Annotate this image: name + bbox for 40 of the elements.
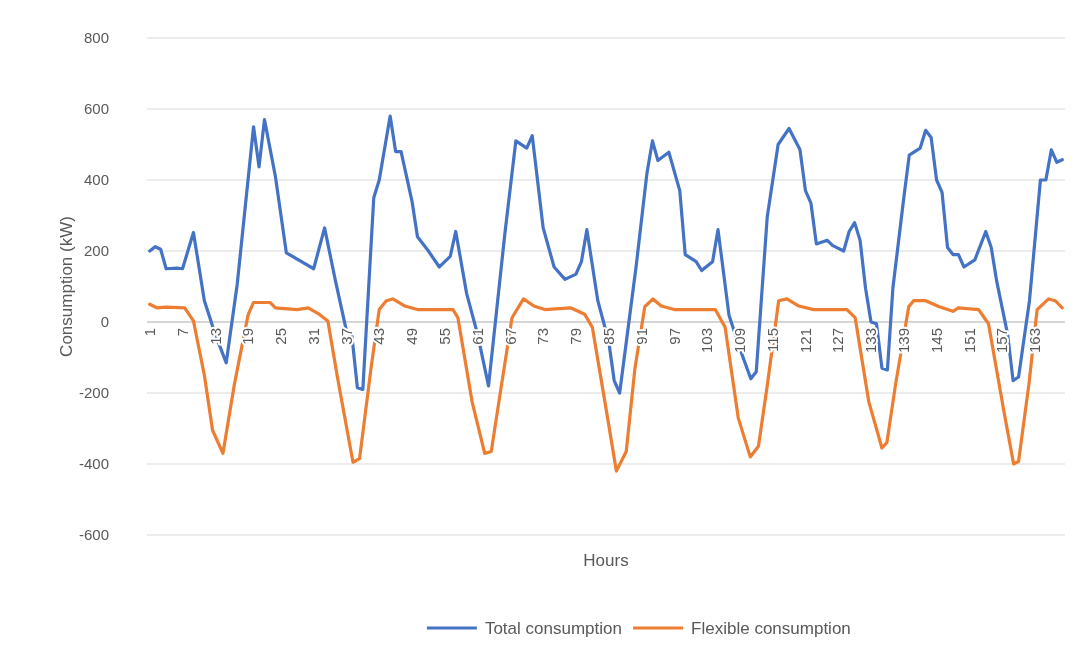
- x-tick-label: 79: [567, 328, 585, 345]
- x-tick-label: 13: [206, 328, 224, 345]
- x-tick-label: 31: [304, 328, 322, 345]
- y-tick-label: 0: [100, 313, 109, 331]
- y-tick-label: 600: [83, 100, 109, 118]
- x-tick-label: 25: [272, 328, 290, 345]
- x-tick-label: 163: [1026, 328, 1044, 354]
- x-tick-label: 1: [140, 328, 158, 337]
- x-tick-label: 151: [960, 328, 978, 354]
- y-tick-label: 200: [83, 242, 109, 260]
- x-tick-label: 127: [829, 328, 847, 354]
- x-tick-label: 43: [370, 328, 388, 345]
- x-tick-label: 97: [665, 328, 683, 345]
- x-tick-label: 37: [337, 328, 355, 345]
- x-tick-label: 55: [436, 328, 454, 345]
- legend-label: Total consumption: [484, 618, 622, 638]
- y-tick-label: -200: [78, 384, 109, 402]
- x-tick-label: 115: [763, 328, 781, 352]
- y-tick-label: 400: [83, 171, 109, 189]
- x-tick-label: 61: [468, 328, 486, 345]
- x-tick-label: 145: [927, 328, 945, 354]
- x-tick-label: 67: [501, 328, 519, 345]
- legend-label: Flexible consumption: [691, 618, 851, 638]
- y-tick-label: -400: [78, 455, 109, 473]
- x-axis-title: Hours: [583, 551, 629, 570]
- x-tick-label: 139: [895, 328, 913, 354]
- y-tick-label: 800: [83, 29, 109, 47]
- x-tick-label: 103: [698, 328, 716, 354]
- x-tick-label: 133: [862, 328, 880, 354]
- x-tick-label: 121: [796, 328, 814, 354]
- x-tick-label: 109: [731, 328, 749, 354]
- y-axis-title: Consumption (kW): [57, 216, 76, 357]
- x-tick-label: 49: [403, 328, 421, 345]
- x-tick-label: 73: [534, 328, 552, 345]
- x-tick-label: 157: [993, 328, 1011, 354]
- y-tick-label: -600: [78, 526, 109, 544]
- x-tick-label: 19: [239, 328, 257, 345]
- x-tick-label: 7: [173, 328, 191, 337]
- x-tick-label: 85: [599, 328, 617, 345]
- x-tick-label: 91: [632, 328, 650, 345]
